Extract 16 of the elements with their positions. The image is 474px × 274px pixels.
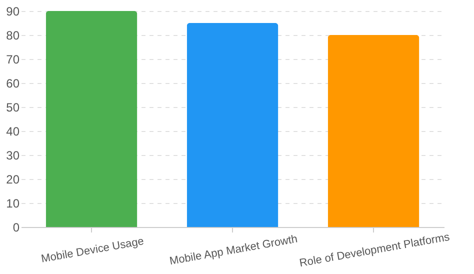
x-tick-label: Role of Development Platforms bbox=[298, 231, 452, 270]
y-tick-label: 50 bbox=[6, 100, 20, 114]
y-tick-label: 10 bbox=[6, 196, 20, 210]
x-tick-label: Mobile App Market Growth bbox=[168, 233, 298, 268]
y-tick-label: 0 bbox=[12, 220, 20, 234]
y-tick-label: 60 bbox=[6, 76, 20, 90]
bar bbox=[186, 23, 278, 227]
bar bbox=[328, 35, 420, 227]
y-tick-label: 20 bbox=[6, 172, 20, 186]
y-tick-label: 30 bbox=[6, 148, 20, 162]
x-tick-label: Mobile Device Usage bbox=[40, 235, 145, 266]
y-tick-label: 70 bbox=[6, 52, 20, 66]
y-tick-label: 80 bbox=[6, 28, 20, 42]
bar bbox=[46, 11, 138, 227]
y-tick-label: 40 bbox=[6, 124, 20, 138]
y-tick-label: 90 bbox=[6, 4, 20, 18]
